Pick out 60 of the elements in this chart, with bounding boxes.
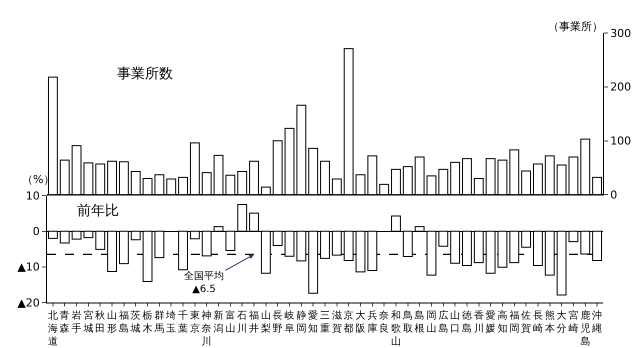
x-tick-label: 長野 xyxy=(272,310,283,334)
x-tick-label: 栃木 xyxy=(142,309,153,334)
y-tick-label: 10 xyxy=(26,189,40,202)
x-tick-label: 山梨 xyxy=(260,309,271,334)
x-tick-label: 神奈川 xyxy=(202,309,212,348)
x-tick-label: 大分 xyxy=(556,309,567,334)
x-tick-label: 福島 xyxy=(118,309,129,334)
x-tick-label: 広島 xyxy=(438,309,448,334)
x-tick-label: 静岡 xyxy=(296,309,306,334)
x-tick-label: 兵庫 xyxy=(367,309,378,334)
x-tick-label: 奈良 xyxy=(379,310,390,334)
x-tick-label: 宮城 xyxy=(82,309,94,334)
x-tick-label: 島根 xyxy=(414,309,425,334)
x-tick-label: 愛媛 xyxy=(486,309,496,334)
x-tick-label: 徳島 xyxy=(462,310,472,334)
text: 事業所数 xyxy=(117,66,173,82)
y-tick-label: ▲20 xyxy=(17,296,40,310)
x-tick-label: 岐阜 xyxy=(284,309,295,334)
x-tick-label: 富山 xyxy=(225,309,236,334)
x-tick-label: 和歌山 xyxy=(390,309,401,348)
y-tick-label: 100 xyxy=(610,134,632,148)
x-tick-label: 茨城 xyxy=(130,309,141,334)
x-tick-label: 北海道 xyxy=(48,309,58,348)
text: 前年比 xyxy=(77,203,119,219)
y-tick-label: 0 xyxy=(610,188,618,202)
x-tick-label: 千葉 xyxy=(178,309,188,334)
x-tick-label: 佐賀 xyxy=(521,310,532,334)
x-tick-label: 長崎 xyxy=(532,310,543,334)
x-tick-label: 東京 xyxy=(190,309,200,334)
x-tick-label: 大阪 xyxy=(355,309,366,334)
x-tick-label: 岡山 xyxy=(426,310,436,334)
x-tick-label: 青森 xyxy=(60,309,70,334)
x-tick-label: 福岡 xyxy=(509,309,520,334)
y-tick-label: ▲10 xyxy=(17,260,40,274)
x-tick-label: 山形 xyxy=(107,309,118,334)
y-tick-label: 0 xyxy=(32,225,40,238)
y-axis-title: （事業所） xyxy=(548,20,603,33)
x-tick-label: 山口 xyxy=(450,309,460,334)
x-tick-label: 京都 xyxy=(344,309,354,334)
y-tick-label: 300 xyxy=(610,26,632,40)
x-tick-label: 愛知 xyxy=(308,309,318,334)
x-tick-label: 岩手 xyxy=(72,309,82,334)
x-tick-label: 石川 xyxy=(237,310,248,334)
x-tick-label: 福井 xyxy=(249,309,260,334)
annotation: 全国平均 ▲6.5 xyxy=(184,270,224,295)
x-tick-label: 熊本 xyxy=(544,309,555,334)
x-tick-label: 三重 xyxy=(320,310,330,334)
x-tick-label: 秋田 xyxy=(95,309,106,334)
x-tick-label: 滋賀 xyxy=(332,309,342,334)
x-tick-label: 新潟 xyxy=(214,309,224,334)
y-tick-label: 200 xyxy=(610,80,632,94)
x-tick-label: 沖縄 xyxy=(591,309,602,334)
y-axis-title: （%） xyxy=(22,173,54,186)
x-tick-label: 香川 xyxy=(474,309,484,334)
x-tick-label: 群馬 xyxy=(153,309,164,334)
x-tick-label: 高知 xyxy=(497,309,508,334)
x-tick-label: 宮崎 xyxy=(568,309,578,334)
x-tick-label: 埼玉 xyxy=(165,309,176,334)
x-tick-label: 鹿児島 xyxy=(580,309,590,348)
x-tick-label: 鳥取 xyxy=(402,309,413,334)
